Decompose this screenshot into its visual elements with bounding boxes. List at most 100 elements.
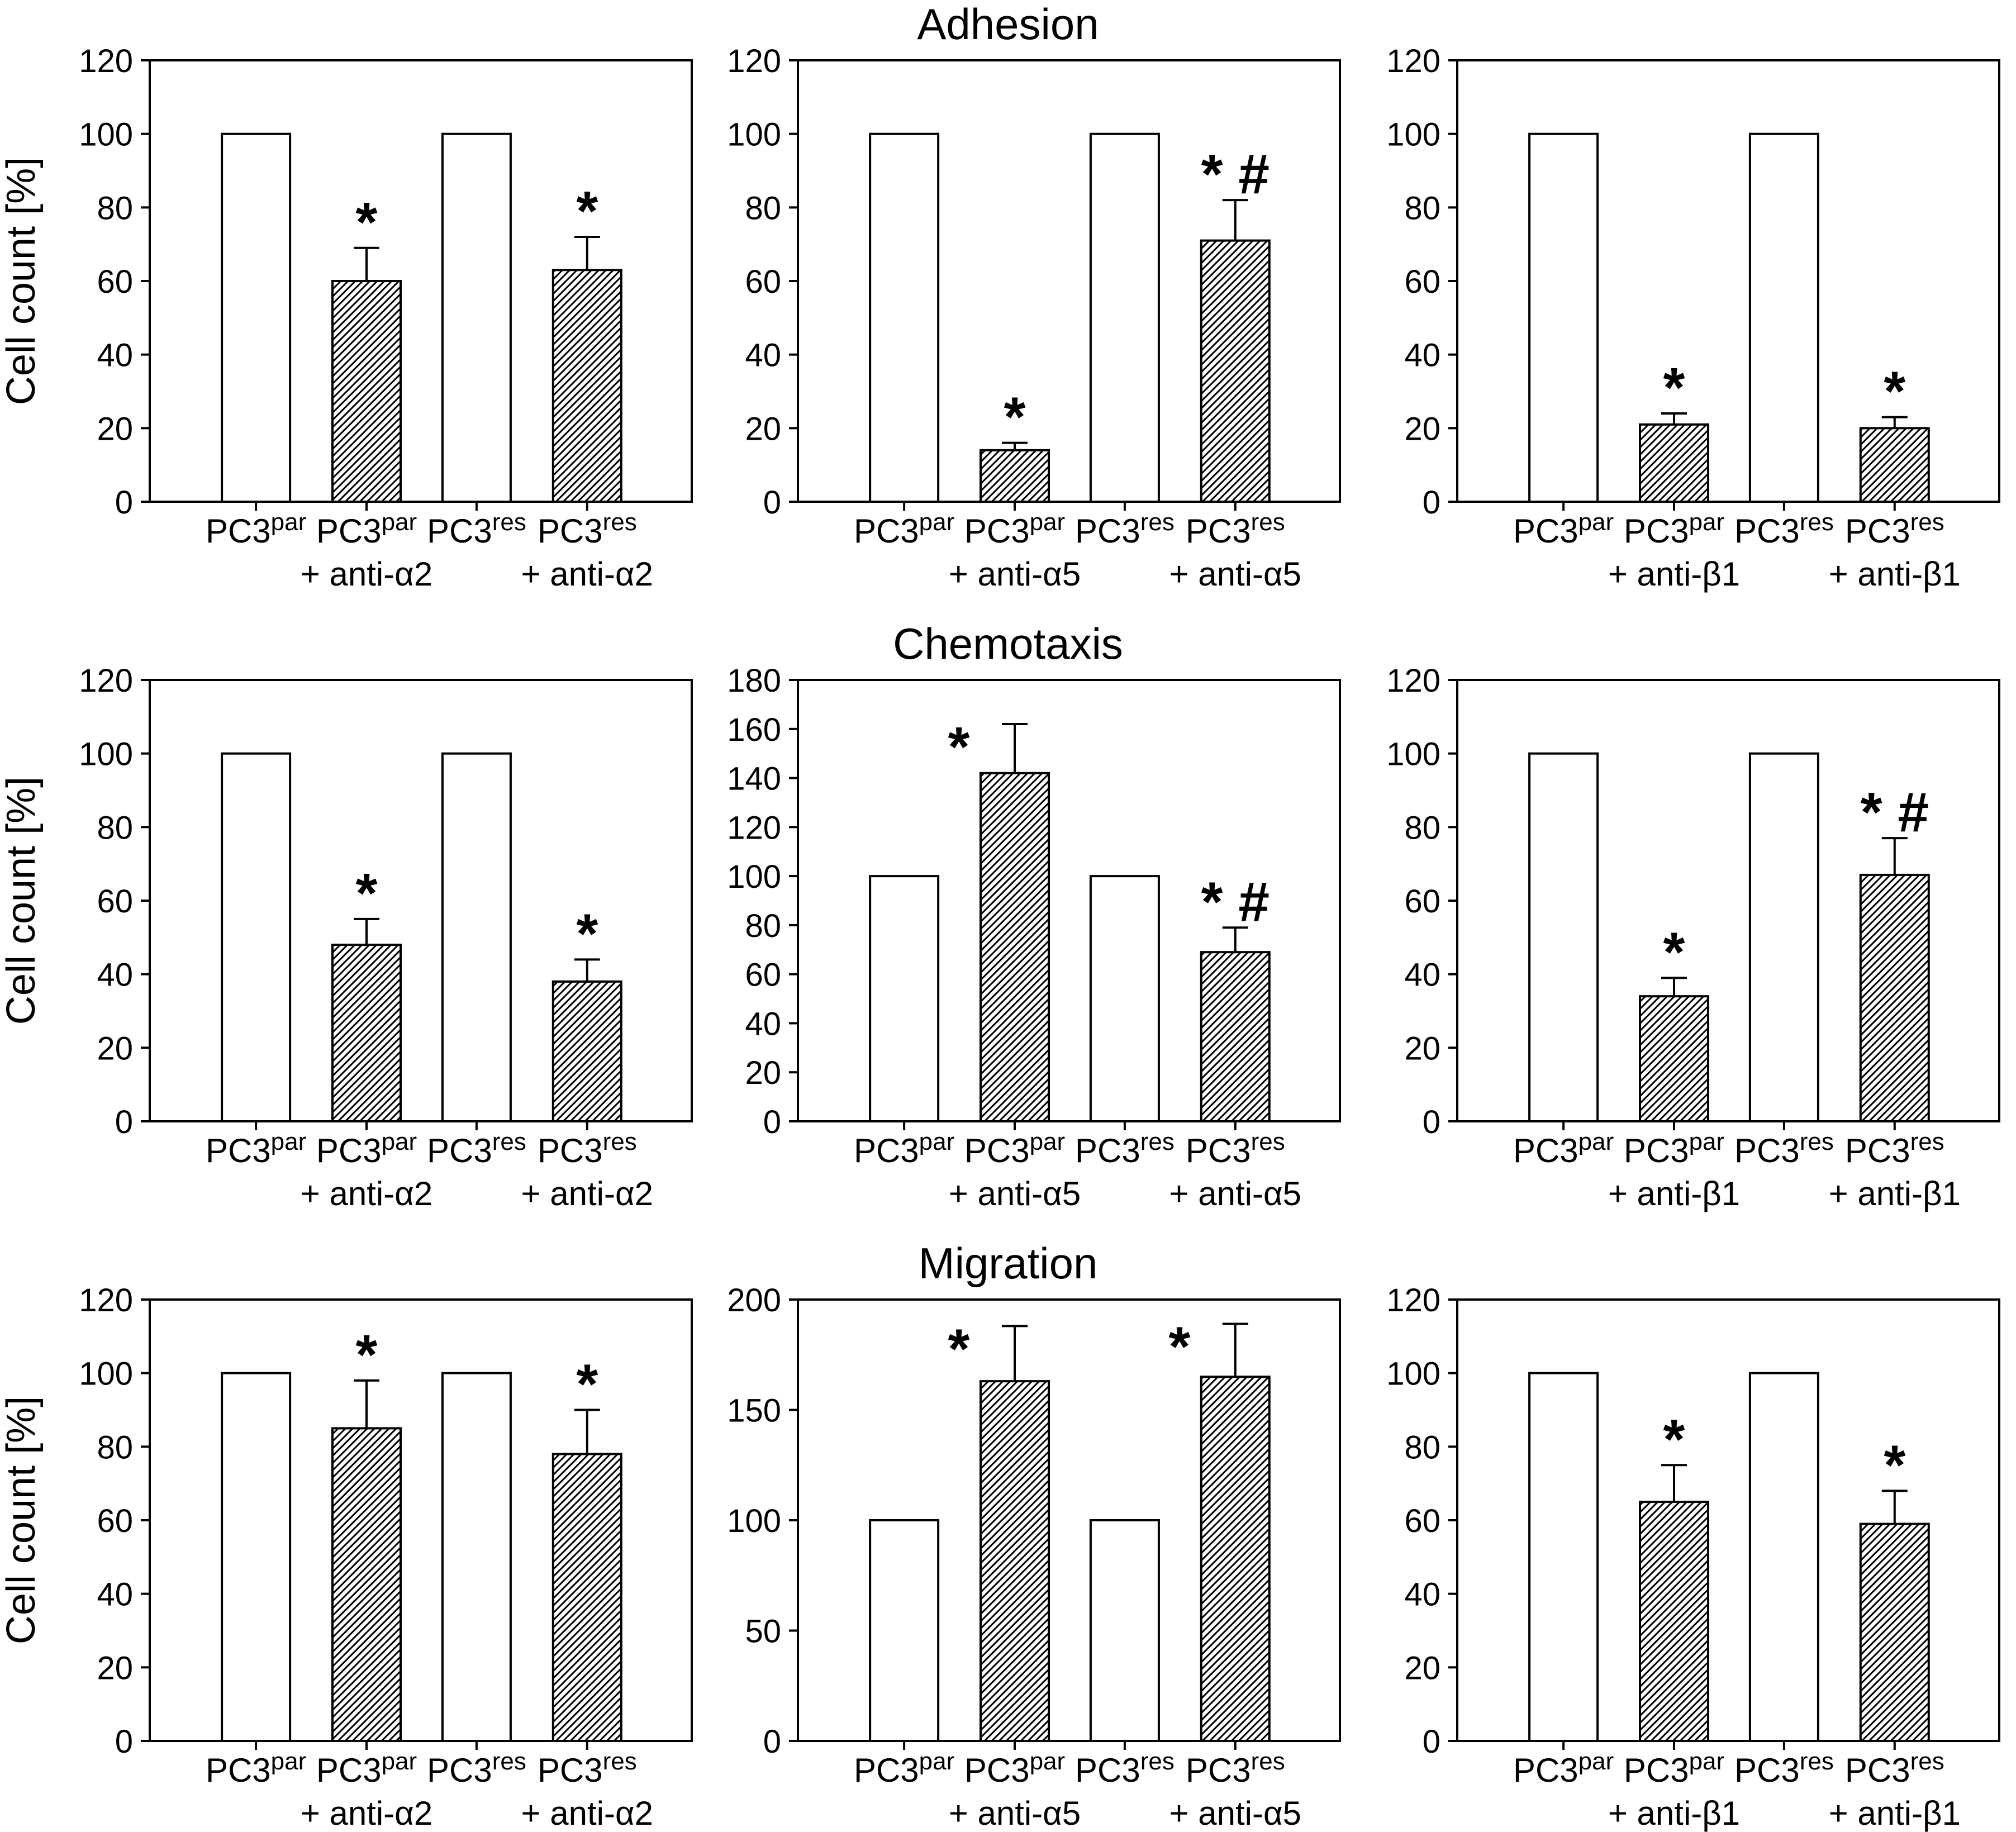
bar-rect	[551, 269, 622, 503]
x-group-label: PC3res	[538, 508, 637, 550]
bar-rect	[1639, 1501, 1709, 1742]
x-group-label: PC3par	[316, 1748, 417, 1789]
y-tick-label: 60	[97, 883, 133, 920]
significance-marker: *	[576, 902, 598, 965]
bar-chart: 0 50 100 150 200 PC3par * PC3par + anti-α5 PC3res…	[727, 1287, 1341, 1832]
x-group-label: PC3par	[964, 508, 1065, 550]
x-group-label-line2: + anti-β1	[1608, 1795, 1740, 1832]
x-group-label: PC3res	[1845, 508, 1944, 550]
y-tick-label: 20	[1404, 1030, 1440, 1067]
significance-marker: *	[1663, 1408, 1685, 1471]
bar-rect	[1089, 132, 1160, 503]
y-tick-label: 20	[745, 411, 781, 447]
y-tick-label: 100	[1386, 117, 1440, 153]
chart-adhesion-anti-a2: 0 20 40 60 80 100 120 PC3par * PC3par + anti-α2 PC3…	[0, 48, 697, 593]
row-migration: Migration 0 20 40 60 80 100 120 PC3par * PC3par + …	[0, 1239, 2016, 1832]
y-tick-label: 120	[79, 48, 133, 79]
row-adhesion: Adhesion 0 20 40 60 80 100 120 PC3par * PC3par + a…	[0, 0, 2016, 593]
y-tick-label: 150	[727, 1393, 781, 1429]
y-tick-label: 100	[79, 736, 133, 773]
y-tick-label: 0	[115, 1724, 133, 1760]
y-tick-label: 120	[1386, 668, 1440, 699]
y-tick-label: 0	[763, 1724, 781, 1760]
chart-migration-anti-a5: 0 50 100 150 200 PC3par * PC3par + anti-α5 PC3res…	[697, 1287, 1357, 1832]
x-group-label-line2: + anti-α2	[301, 555, 432, 593]
x-group-label: PC3par	[206, 508, 306, 550]
bar-rect	[1639, 995, 1709, 1123]
x-group-label-line2: + anti-α2	[301, 1795, 432, 1832]
y-tick-label: 40	[97, 337, 133, 374]
y-tick-label: 40	[1404, 337, 1440, 374]
y-axis-label: Cell count [%]	[0, 1396, 44, 1644]
y-tick-label: 40	[1404, 1577, 1440, 1613]
y-tick-label: 60	[1404, 883, 1440, 920]
y-tick-label: 100	[727, 117, 781, 153]
x-group-label-line2: + anti-α5	[1169, 1175, 1301, 1212]
x-group-label: PC3par	[1513, 1748, 1614, 1789]
x-group-label: PC3par	[964, 1748, 1065, 1789]
x-group-label-line2: + anti-α5	[1169, 555, 1301, 593]
bar-chart: 0 20 40 60 80 100 120 PC3par * PC3par + anti-α2 PC3…	[0, 48, 693, 593]
x-group-label: PC3par	[1624, 1748, 1724, 1789]
y-tick-label: 100	[79, 1356, 133, 1392]
bar-rect	[441, 132, 512, 503]
charts-row-migration: 0 20 40 60 80 100 120 PC3par * PC3par + anti-α2 PC3…	[0, 1287, 2016, 1832]
bar-rect	[1859, 873, 1930, 1122]
y-tick-label: 80	[97, 190, 133, 226]
x-group-label: PC3res	[538, 1748, 637, 1789]
bar-rect	[441, 752, 512, 1122]
x-group-label: PC3res	[427, 508, 526, 550]
significance-marker: * #	[1861, 781, 1929, 844]
significance-marker: *	[1663, 921, 1685, 983]
bar-chart: 0 20 40 60 80 100 120 PC3par * PC3par + anti-β1 PC3…	[1386, 668, 2000, 1212]
x-group-label: PC3par	[206, 1128, 306, 1169]
y-tick-label: 0	[1423, 484, 1440, 521]
x-group-label: PC3par	[206, 1748, 306, 1789]
bar-rect	[1639, 423, 1709, 503]
y-tick-label: 100	[1386, 1356, 1440, 1392]
y-tick-label: 20	[97, 411, 133, 447]
bar-rect	[980, 449, 1050, 503]
x-group-label: PC3res	[1075, 1748, 1175, 1789]
x-group-label-line2: + anti-β1	[1608, 555, 1740, 593]
x-group-label: PC3par	[316, 508, 417, 550]
x-group-label-line2: + anti-α5	[949, 1795, 1081, 1832]
x-group-label: PC3res	[1845, 1748, 1944, 1789]
y-tick-label: 100	[79, 117, 133, 153]
x-group-label: PC3par	[1624, 508, 1724, 550]
y-tick-label: 160	[727, 712, 781, 748]
y-tick-label: 40	[97, 957, 133, 993]
y-tick-label: 60	[745, 264, 781, 300]
x-group-label: PC3par	[316, 1128, 417, 1169]
y-tick-label: 120	[79, 1287, 133, 1319]
x-group-label-line2: + anti-α2	[521, 1175, 653, 1212]
x-group-label: PC3par	[854, 1128, 954, 1169]
x-group-label: PC3res	[538, 1128, 637, 1169]
x-group-label: PC3res	[427, 1748, 526, 1789]
significance-marker: *	[1884, 360, 1905, 423]
bar-rect	[331, 944, 402, 1122]
row-title-migration: Migration	[918, 1239, 1098, 1288]
y-tick-label: 120	[727, 48, 781, 79]
significance-marker: * #	[1201, 143, 1269, 206]
significance-marker: *	[1663, 356, 1685, 419]
x-group-label-line2: + anti-α5	[949, 1175, 1081, 1212]
bar-rect	[869, 875, 940, 1122]
significance-marker: *	[948, 716, 970, 778]
y-tick-label: 40	[745, 337, 781, 374]
y-tick-label: 20	[745, 1055, 781, 1091]
bar-rect	[1200, 1376, 1271, 1742]
y-tick-label: 60	[745, 957, 781, 993]
bar-rect	[980, 772, 1050, 1122]
bar-chart: 0 20 40 60 80 100 120 PC3par * PC3par + anti-α2 PC3…	[0, 1287, 693, 1832]
y-tick-label: 0	[763, 484, 781, 521]
x-group-label: PC3res	[1845, 1128, 1944, 1169]
bar-rect	[221, 132, 292, 503]
charts-row-adhesion: 0 20 40 60 80 100 120 PC3par * PC3par + anti-α2 PC3…	[0, 48, 2016, 593]
significance-marker: *	[356, 191, 378, 254]
chart-chemotaxis-anti-a5: 0 20 40 60 80 100 120 140 160 180 PC3par * PC3par + a…	[697, 668, 1357, 1212]
chart-migration-anti-a2: 0 20 40 60 80 100 120 PC3par * PC3par + anti-α2 PC3…	[0, 1287, 697, 1832]
significance-marker: *	[576, 180, 598, 242]
significance-marker: *	[1168, 1315, 1190, 1378]
